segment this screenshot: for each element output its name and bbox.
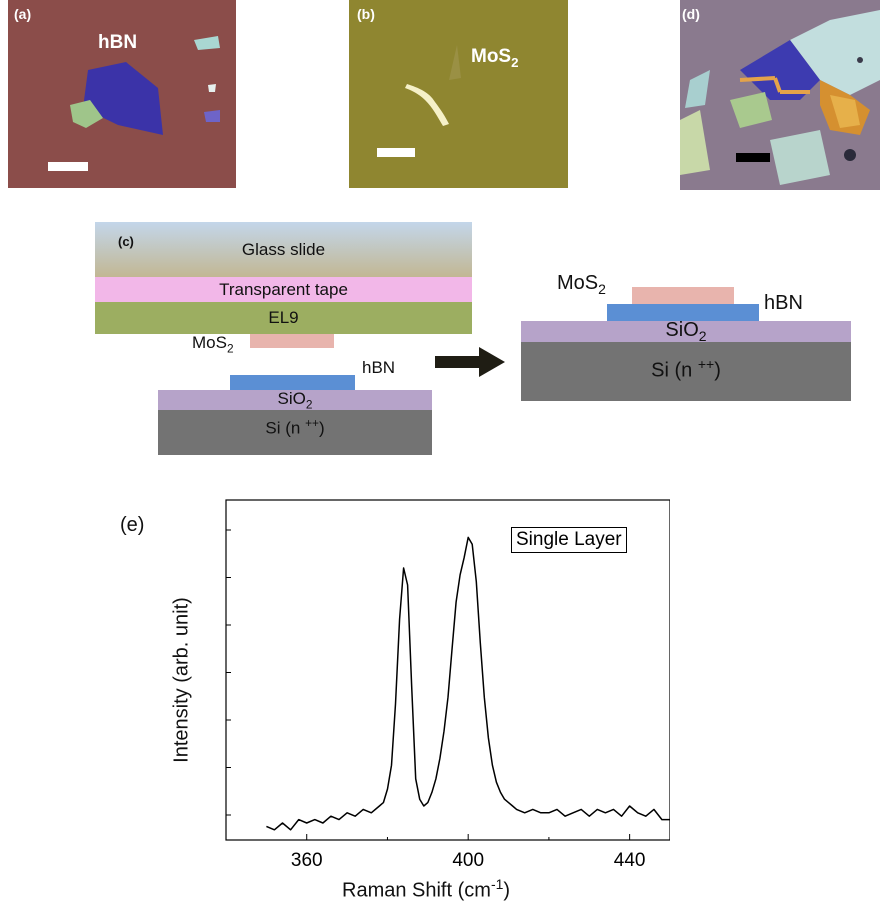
panel-c-tag: (c)	[118, 234, 134, 249]
glass-slide-label: Glass slide	[241, 239, 326, 259]
transparent-tape-layer: Transparent tape	[95, 277, 472, 302]
panel-b-micrograph: (b) MoS2	[349, 0, 568, 188]
panel-e-tag: (e)	[120, 514, 145, 536]
legend-box: Single Layer	[511, 527, 627, 553]
x-tick-label: 360	[291, 850, 323, 871]
panel-d-tag: (d)	[682, 6, 700, 22]
x-axis-label: Raman Shift (cm-1)	[342, 876, 511, 902]
hbn-label: hBN	[98, 32, 138, 53]
before-hbn-layer	[230, 375, 355, 390]
el9-label: EL9	[268, 308, 299, 327]
x-tick-label: 400	[452, 850, 484, 871]
device-image	[680, 10, 880, 185]
after-mos2-label: MoS2	[557, 272, 606, 297]
panel-d-scale-bar	[736, 153, 770, 162]
panel-a-tag: (a)	[14, 6, 32, 22]
raman-chart: 360 400 440	[225, 499, 670, 871]
legend-label: Single Layer	[516, 529, 622, 550]
panel-a-micrograph: (a) hBN	[8, 0, 236, 188]
before-mos2-label: MoS2	[192, 333, 234, 356]
mos2-label: MoS2	[471, 46, 519, 70]
transfer-arrow-icon	[435, 347, 505, 377]
panel-b-tag: (b)	[357, 6, 375, 22]
after-hbn-layer	[607, 304, 759, 321]
after-sio2-layer: SiO2	[521, 319, 851, 344]
mos2-flake-on-stamp	[250, 334, 334, 348]
y-axis-label: Intensity (arb. unit)	[170, 597, 193, 763]
hbn-flake-image	[70, 36, 220, 135]
before-hbn-label: hBN	[362, 358, 396, 377]
after-si-layer: Si (n ++)	[521, 342, 851, 401]
mos2-flake-image	[405, 45, 461, 126]
before-sio2-layer: SiO2	[158, 389, 432, 411]
raman-spectrum-line	[266, 536, 670, 831]
before-si-layer: Si (n ++)	[158, 410, 432, 455]
transparent-tape-label: Transparent tape	[219, 279, 348, 299]
x-tick-label: 440	[614, 850, 646, 871]
after-hbn-label: hBN	[764, 292, 803, 314]
schematic-stamp: Glass slide (c) Transparent tape EL9	[95, 222, 472, 334]
after-mos2-layer	[632, 287, 734, 304]
el9-layer: EL9	[95, 302, 472, 334]
glass-slide-layer: Glass slide	[95, 222, 472, 277]
panel-d-micrograph: (d)	[680, 0, 880, 190]
plot-frame	[225, 499, 670, 841]
panel-a-scale-bar	[48, 162, 88, 171]
panel-b-scale-bar	[377, 148, 415, 157]
